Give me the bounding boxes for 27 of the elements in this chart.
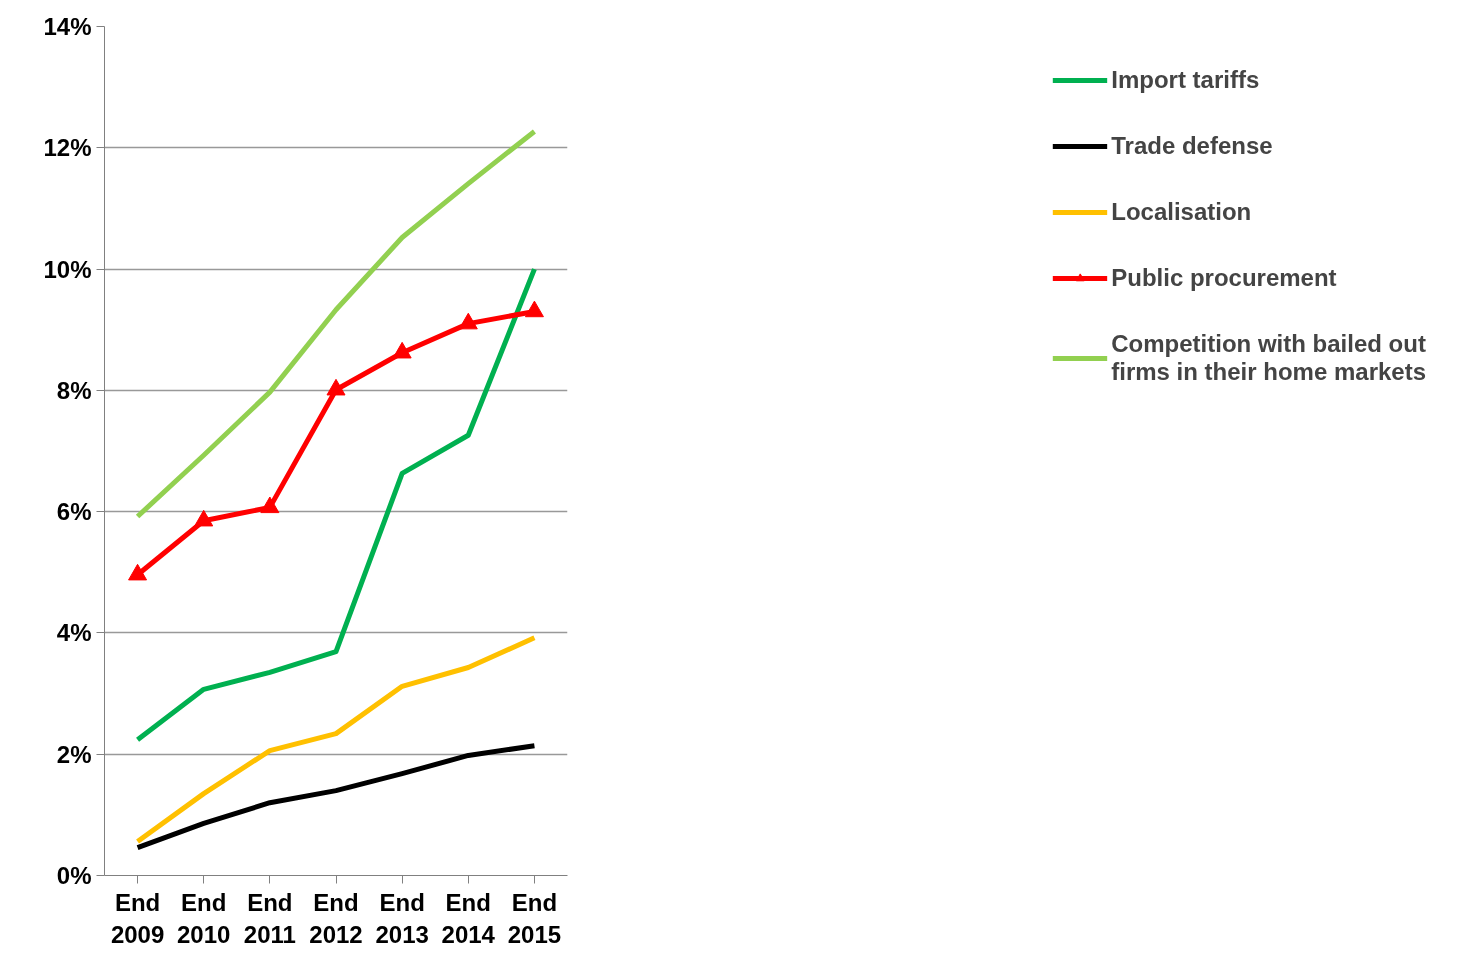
x-tick-label: End 2012 [309,888,363,948]
x-tick-label: End 2010 [177,888,231,948]
legend-label: Public procurement [1111,264,1337,292]
legend-label: Competition with bailed out firms in their home markets [1111,330,1426,386]
x-tick-label: End 2014 [441,888,496,948]
x-tick-label: End 2011 [243,888,296,948]
y-tick-label: 2% [56,740,92,768]
point [392,341,412,359]
x-tick-label: End 2013 [375,888,429,948]
point [458,312,478,330]
y-tick-label: 4% [56,619,92,647]
legend-label: Import tariffs [1111,66,1260,94]
legend-label: Trade defense [1111,132,1273,160]
x-tick-label: End 2009 [110,888,165,948]
legend-label: Localisation [1111,198,1252,226]
y-tick-label: 14% [43,13,92,40]
point [524,300,544,318]
y-tick-label: 0% [56,862,92,889]
y-tick-label: 8% [56,376,92,404]
y-tick-label: 12% [43,134,92,162]
point [260,496,280,514]
x-tick-label: End 2015 [507,888,562,948]
point [194,509,214,527]
point [128,563,148,581]
point [326,378,346,396]
y-tick-label: 6% [56,498,92,526]
y-tick-label: 10% [43,255,92,283]
